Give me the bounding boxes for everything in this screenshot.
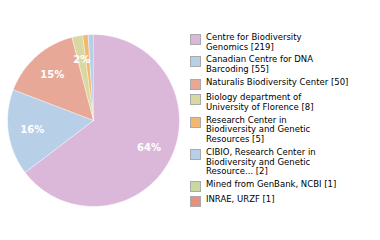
html-text:Biology department of Universi: Biology department of University of Flor… — [206, 92, 314, 112]
svg-text:64%: 64% — [137, 142, 161, 153]
html-text:Mined from GenBank, NCBI [1]: Mined from GenBank, NCBI [1] — [206, 179, 337, 190]
html-text:Centre for Biodiversity Genomi: Centre for Biodiversity Genomics [219] — [206, 31, 302, 52]
html-text:Naturalis Biodiversity Center: Naturalis Biodiversity Center [50] — [206, 77, 349, 87]
svg-text:16%: 16% — [20, 124, 44, 135]
svg-text:15%: 15% — [40, 69, 64, 80]
html-text:CIBIO, Research Center in Biod: CIBIO, Research Center in Biodiversity a… — [206, 146, 316, 177]
html-text:Canadian Centre for DNA Barcod: Canadian Centre for DNA Barcoding [55] — [206, 54, 313, 75]
html-text:Research Center in Biodiversit: Research Center in Biodiversity and Gene… — [206, 114, 311, 144]
html-text:INRAE, URZF [1]: INRAE, URZF [1] — [206, 194, 275, 205]
svg-text:2%: 2% — [73, 54, 90, 65]
